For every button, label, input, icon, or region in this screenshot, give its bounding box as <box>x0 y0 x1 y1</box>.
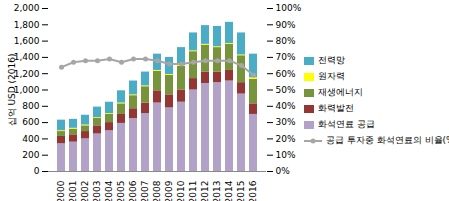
html-text:재생에너지: 재생에너지 <box>318 87 363 97</box>
svg-text:30%: 30% <box>276 117 296 127</box>
svg-text:20%: 20% <box>276 134 296 144</box>
svg-text:2001: 2001 <box>68 181 78 201</box>
svg-text:90%: 90% <box>276 20 296 30</box>
html-text:화석연료 공급: 화석연료 공급 <box>318 119 375 129</box>
svg-text:2015: 2015 <box>236 181 246 201</box>
svg-text:2011: 2011 <box>188 181 198 201</box>
svg-text:1,600: 1,600 <box>14 36 40 46</box>
svg-text:십억 USD (2016): 십억 USD (2016) <box>7 54 17 127</box>
svg-text:600: 600 <box>22 117 39 127</box>
svg-text:1,000: 1,000 <box>14 85 40 95</box>
svg-text:1,400: 1,400 <box>14 52 40 62</box>
svg-text:400: 400 <box>22 134 39 144</box>
svg-text:2002: 2002 <box>80 181 90 201</box>
svg-text:2005: 2005 <box>116 181 126 201</box>
svg-text:0: 0 <box>34 166 40 176</box>
svg-text:2016: 2016 <box>248 180 258 201</box>
svg-text:2004: 2004 <box>104 180 114 201</box>
svg-text:70%: 70% <box>276 52 296 62</box>
svg-text:1,200: 1,200 <box>14 69 40 79</box>
svg-text:2008: 2008 <box>152 180 162 201</box>
svg-text:60%: 60% <box>276 69 296 79</box>
svg-text:80%: 80% <box>276 36 296 46</box>
svg-text:2000: 2000 <box>56 180 66 201</box>
svg-text:100%: 100% <box>276 3 302 13</box>
html-text:화력발전: 화력발전 <box>318 103 354 113</box>
html-text:전력망: 전력망 <box>318 55 345 65</box>
svg-text:10%: 10% <box>276 150 296 160</box>
svg-text:2007: 2007 <box>140 181 150 201</box>
html-text:원자력: 원자력 <box>318 71 345 81</box>
svg-text:2014: 2014 <box>224 180 234 201</box>
svg-text:2003: 2003 <box>92 181 102 201</box>
svg-text:2,000: 2,000 <box>14 3 40 13</box>
svg-text:2010: 2010 <box>176 180 186 201</box>
svg-text:200: 200 <box>22 150 39 160</box>
svg-text:2013: 2013 <box>212 181 222 201</box>
svg-text:2012: 2012 <box>200 181 210 201</box>
svg-text:50%: 50% <box>276 85 296 95</box>
svg-text:1,800: 1,800 <box>14 20 40 30</box>
svg-text:2006: 2006 <box>128 180 138 201</box>
svg-text:800: 800 <box>22 101 39 111</box>
svg-text:2009: 2009 <box>164 180 174 201</box>
svg-text:0%: 0% <box>276 166 291 176</box>
svg-text:40%: 40% <box>276 101 296 111</box>
